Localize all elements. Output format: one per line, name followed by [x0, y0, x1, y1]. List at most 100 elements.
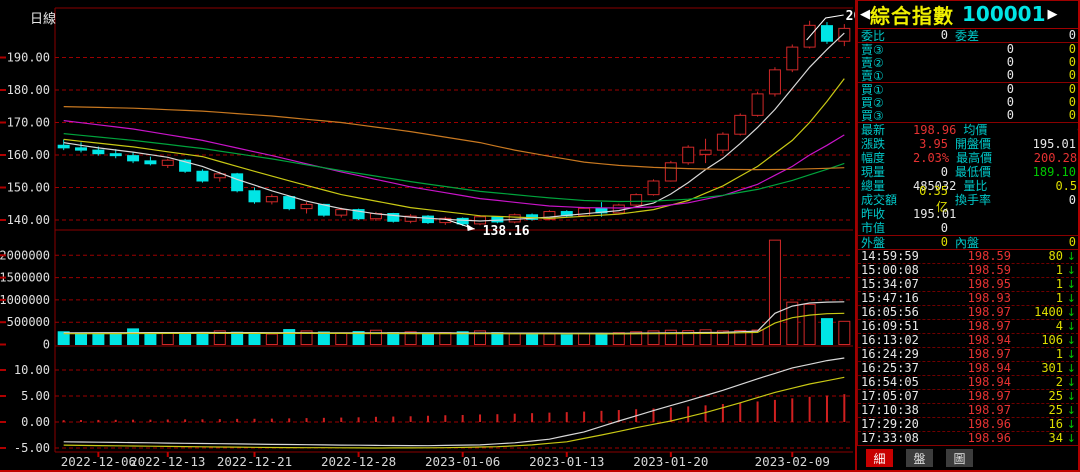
- kline-chart[interactable]: 190.00 180.00 170.00 160.00 150.00 140.00 2000…: [0, 0, 855, 472]
- svg-text:2023-01-13: 2023-01-13: [529, 454, 604, 469]
- info-value: 198.96: [913, 122, 957, 137]
- tick-row: 16:24:29 198.97 1 ↓: [858, 347, 1078, 362]
- tick-price: 198.94: [967, 375, 1011, 390]
- next-stock-arrow-icon[interactable]: ▶: [1047, 6, 1058, 22]
- info-value: 3.95: [919, 136, 948, 151]
- tick-down-arrow-icon: ↓: [1066, 347, 1076, 361]
- quote-info-row: 總量 485032 量比 0.52: [858, 179, 1078, 194]
- tick-volume: 4: [1055, 319, 1063, 334]
- ask-queue: 賣③ 0 0 賣② 0 0 賣① 0 0: [857, 42, 1078, 83]
- tick-time: 15:47:16: [861, 291, 919, 306]
- tick-down-arrow-icon: ↓: [1066, 277, 1076, 291]
- info-value: 0.35亿: [919, 184, 948, 215]
- info-label: 換手率: [955, 193, 992, 208]
- tick-row: 15:47:16 198.93 1 ↓: [858, 291, 1078, 306]
- bid-row[interactable]: 買② 0 0: [858, 95, 1078, 110]
- weicha-label: 委差: [955, 28, 980, 43]
- ask-row[interactable]: 賣① 0 0: [858, 68, 1078, 83]
- svg-text:2022-12-06: 2022-12-06: [61, 454, 136, 469]
- panel-tab[interactable]: 盤: [906, 449, 933, 468]
- tick-time: 14:59:59: [861, 249, 919, 264]
- bid-row[interactable]: 買① 0 0: [858, 82, 1078, 97]
- tick-down-arrow-icon: ↓: [1066, 319, 1076, 333]
- svg-text:138.16: 138.16: [483, 224, 530, 239]
- tick-volume: 1400: [1034, 305, 1063, 320]
- stock-title-bar: ◀ 綜合指數 100001 ▶: [857, 0, 1078, 29]
- quote-info-row: 市值 0: [858, 221, 1078, 236]
- svg-text:2022-12-28: 2022-12-28: [321, 454, 396, 469]
- tick-time: 17:10:38: [861, 403, 919, 418]
- panel-tabs: 細盤圖: [857, 445, 1078, 470]
- tick-time: 17:29:20: [861, 417, 919, 432]
- tick-list: 14:59:59 198.59 80 ↓ 15:00:08 198.59 1 ↓ 15:34:0…: [857, 249, 1078, 446]
- tick-down-arrow-icon: ↓: [1066, 263, 1076, 277]
- ask-row[interactable]: 賣③ 0 0: [858, 42, 1078, 57]
- svg-text:190.00: 190.00: [7, 51, 50, 65]
- panel-tab[interactable]: 細: [866, 449, 893, 468]
- tick-row: 16:25:37 198.94 301 ↓: [858, 361, 1078, 376]
- svg-text:0: 0: [43, 338, 50, 352]
- panel-tab[interactable]: 圖: [946, 449, 973, 468]
- inner-volume-value: 0: [1068, 235, 1076, 250]
- tick-price: 198.94: [967, 333, 1011, 348]
- tick-row: 17:05:07 198.97 25 ↓: [858, 389, 1078, 404]
- quote-info-row: 幅度 2.03% 最高價 200.28: [858, 151, 1078, 166]
- tick-price: 198.95: [967, 277, 1011, 292]
- order-volume: 0: [1068, 95, 1076, 110]
- svg-text:0.00: 0.00: [21, 415, 50, 429]
- info-value: 195.01: [1032, 136, 1076, 151]
- chart-region: 190.00 180.00 170.00 160.00 150.00 140.00 2000…: [0, 0, 855, 472]
- ask-row[interactable]: 賣② 0 0: [858, 55, 1078, 70]
- info-label: 開盤價: [955, 137, 992, 152]
- order-price: 0: [1006, 82, 1014, 97]
- order-volume: 0: [1068, 68, 1076, 83]
- bid-row[interactable]: 買③ 0 0: [858, 108, 1078, 123]
- order-price: 0: [1006, 42, 1014, 57]
- tick-price: 198.94: [967, 361, 1011, 376]
- weibi-value: 0: [940, 28, 948, 43]
- order-price: 0: [1006, 68, 1014, 83]
- info-value: 0: [1018, 123, 1078, 137]
- weibi-row: 委比 0 委差 0: [857, 28, 1078, 43]
- period-label: 日線: [30, 12, 57, 27]
- order-level-label: 買③: [861, 108, 884, 123]
- stock-code: 100001: [962, 2, 1046, 27]
- info-label: 成交額: [861, 193, 898, 208]
- bid-queue: 買① 0 0 買② 0 0 買③ 0 0: [857, 82, 1078, 123]
- svg-text:1000000: 1000000: [0, 293, 50, 307]
- tick-volume: 1: [1055, 263, 1063, 278]
- tick-down-arrow-icon: ↓: [1066, 361, 1076, 375]
- info-value: 0: [1068, 192, 1076, 207]
- svg-text:160.00: 160.00: [7, 148, 50, 162]
- tick-row: 16:05:56 198.97 1400 ↓: [858, 305, 1078, 320]
- quote-info-block: 最新 198.96 均價 0 漲跌 3.95 開盤價 195.01 幅度 2.03% 最高價 200.…: [857, 122, 1078, 236]
- inner-volume-label: 內盤: [955, 235, 980, 250]
- tick-time: 15:00:08: [861, 263, 919, 278]
- tick-price: 198.97: [967, 305, 1011, 320]
- order-level-label: 買①: [861, 82, 884, 97]
- tick-volume: 34: [1048, 431, 1063, 446]
- svg-text:180.00: 180.00: [7, 83, 50, 97]
- prev-stock-arrow-icon[interactable]: ◀: [860, 6, 870, 22]
- tick-price: 198.97: [967, 347, 1011, 362]
- info-label: 量比: [963, 179, 988, 194]
- weibi-label: 委比: [861, 28, 886, 43]
- tick-down-arrow-icon: ↓: [1066, 389, 1076, 403]
- svg-text:500000: 500000: [7, 315, 50, 329]
- info-value: 0: [940, 164, 948, 179]
- tick-down-arrow-icon: ↓: [1066, 431, 1076, 445]
- info-label: 均價: [963, 123, 988, 138]
- tick-down-arrow-icon: ↓: [1066, 403, 1076, 417]
- order-level-label: 買②: [861, 95, 884, 110]
- tick-time: 16:05:56: [861, 305, 919, 320]
- info-label: 市值: [861, 221, 886, 236]
- quote-info-row: 最新 198.96 均價 0: [858, 122, 1078, 138]
- info-value: 189.10: [1032, 164, 1076, 179]
- svg-text:-5.00: -5.00: [14, 441, 50, 455]
- order-price: 0: [1006, 108, 1014, 123]
- order-level-label: 賣③: [861, 42, 884, 57]
- info-label: 總量: [861, 179, 886, 194]
- tick-down-arrow-icon: ↓: [1066, 305, 1076, 319]
- tick-row: 15:00:08 198.59 1 ↓: [858, 263, 1078, 278]
